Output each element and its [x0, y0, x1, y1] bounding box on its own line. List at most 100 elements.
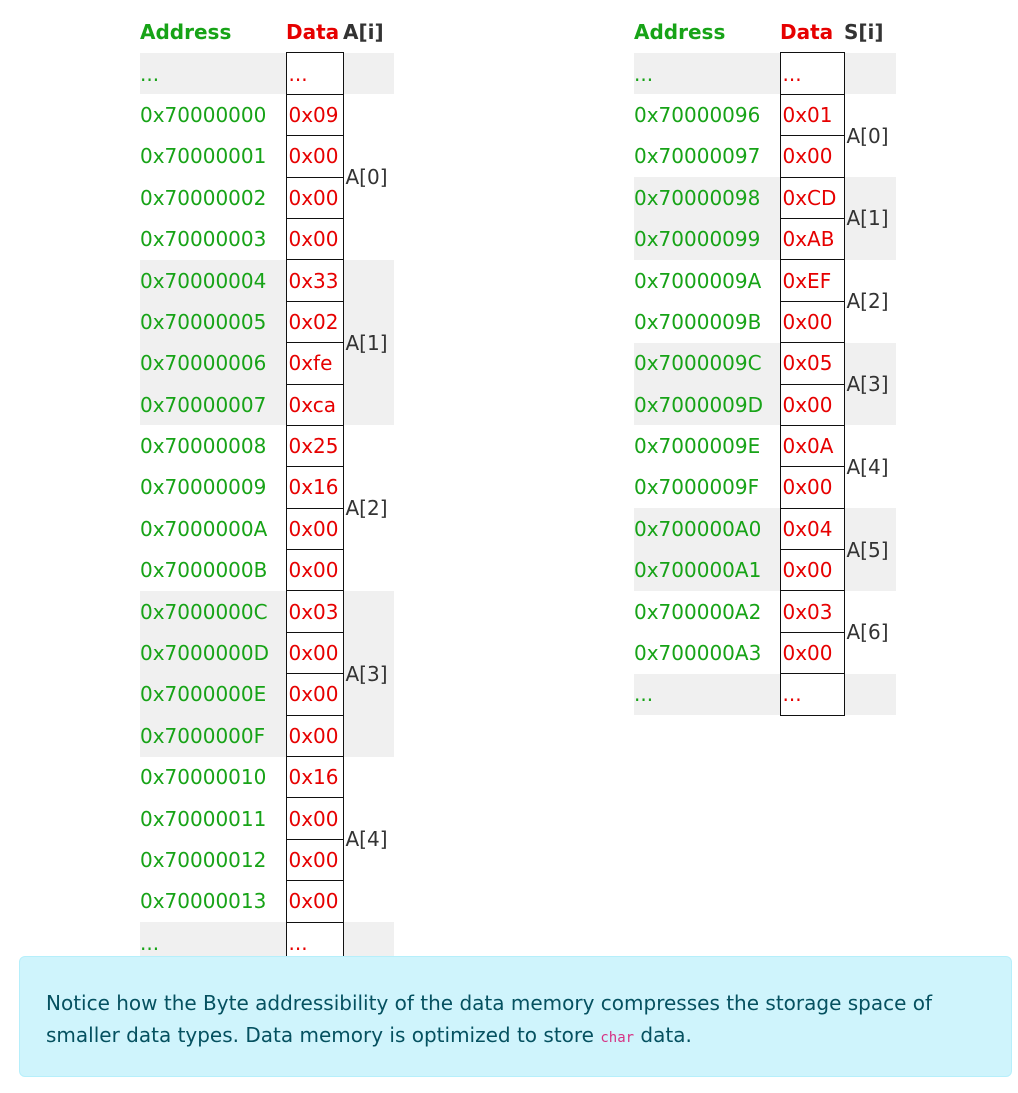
element-label: A[3]	[343, 590, 394, 757]
address-cell: 0x700000A2	[634, 599, 762, 624]
data-cell: 0x00	[779, 300, 845, 344]
inline-code-char: char	[600, 1030, 635, 1046]
table-row: 0x70000002 0x00	[140, 176, 394, 219]
address-cell: 0x70000002	[140, 185, 267, 210]
address-cell: 0x7000009C	[634, 342, 780, 385]
table-row: 0x7000009A 0xEF A[2]	[634, 259, 896, 313]
address-cell: 0x70000008	[140, 434, 267, 459]
address-cell: 0x7000009E	[634, 434, 761, 459]
data-cell: 0x02	[285, 300, 344, 344]
data-cell: 0xEF	[779, 259, 845, 302]
address-cell: ...	[634, 673, 780, 716]
data-cell: 0x00	[779, 466, 845, 509]
data-cell: 0x00	[285, 631, 344, 675]
table-row: 0x70000004 0x33 A[1]	[140, 259, 394, 426]
data-cell: 0x05	[779, 342, 845, 385]
table-header-row: Address Data A[i]	[140, 12, 394, 53]
address-cell: ...	[140, 52, 286, 95]
data-cell: 0x16	[285, 756, 344, 799]
data-cell: 0x16	[285, 466, 344, 509]
info-callout: Notice how the Byte addressibility of th…	[19, 956, 1012, 1077]
element-label: A[4]	[846, 454, 889, 479]
data-cell: 0x00	[285, 797, 344, 840]
element-label: A[5]	[844, 508, 896, 591]
address-cell: 0x70000010	[140, 765, 267, 790]
data-cell: 0xfe	[285, 342, 344, 385]
element-label: A[1]	[343, 259, 394, 426]
address-cell: 0x7000009B	[634, 309, 762, 334]
data-cell: 0x00	[779, 383, 845, 426]
table-row: 0x7000000A 0x00	[140, 507, 394, 551]
table-row: ... ...	[634, 52, 896, 95]
table-row: 0x70000097 0x00	[634, 135, 896, 178]
table-row: 0x70000001 0x00	[140, 135, 394, 178]
table-row: 0x7000009B 0x00	[634, 300, 896, 344]
element-label: A[1]	[844, 177, 896, 260]
address-cell: 0x7000009D	[634, 384, 780, 426]
array-a-memory-table: Address Data A[i] ... ... 0x70000000 0x0…	[140, 12, 394, 964]
table-row: 0x7000009E 0x0A A[4]	[634, 424, 896, 479]
table-row: 0x70000000 0x09 A[0]	[140, 93, 394, 189]
address-cell: 0x70000097	[634, 144, 761, 169]
address-cell: 0x70000011	[140, 806, 267, 831]
index-cell	[844, 673, 896, 716]
table-row: 0x7000000D 0x00	[140, 631, 394, 675]
address-cell: 0x70000013	[140, 889, 267, 914]
data-cell: 0x00	[779, 135, 845, 178]
address-cell: 0x7000000B	[140, 558, 268, 583]
table-row: 0x7000009F 0x00	[634, 466, 896, 509]
address-cell: 0x700000A0	[634, 508, 780, 550]
data-cell: 0x25	[285, 424, 344, 468]
address-cell: 0x70000009	[140, 475, 267, 500]
address-cell: 0x700000A1	[634, 549, 780, 591]
table-row: 0x70000007 0xca	[140, 383, 394, 426]
table-row: 0x700000A2 0x03 A[6]	[634, 590, 896, 644]
address-cell: 0x70000006	[140, 342, 286, 385]
index-column-header: A[i]	[343, 12, 394, 53]
address-cell: 0x7000009A	[634, 268, 762, 293]
data-cell: 0x00	[285, 217, 344, 261]
table-row: 0x70000005 0x02	[140, 300, 394, 344]
table-row: 0x70000013 0x00	[140, 880, 394, 923]
table-row: 0x70000010 0x16 A[4]	[140, 756, 394, 851]
address-cell: 0x7000009F	[634, 475, 760, 500]
address-cell: 0x7000000E	[140, 673, 286, 716]
index-column-header: S[i]	[844, 12, 896, 53]
element-label: A[0]	[345, 165, 388, 190]
data-cell: 0x00	[285, 507, 344, 551]
data-cell: 0x00	[285, 135, 344, 178]
data-cell: ...	[285, 52, 344, 95]
callout-text-start: Notice how the Byte addressibility of th…	[46, 991, 933, 1047]
address-cell: ...	[634, 52, 780, 95]
table-row: 0x70000099 0xAB	[634, 217, 896, 261]
data-cell: 0x33	[285, 259, 344, 302]
address-cell: 0x70000099	[634, 218, 780, 260]
data-cell: 0xca	[285, 383, 344, 426]
data-cell: 0x03	[285, 590, 344, 633]
table-row: 0x70000009 0x16	[140, 466, 394, 509]
table-row: ... ...	[140, 52, 394, 95]
data-cell: 0x00	[285, 838, 344, 882]
data-cell: 0x00	[779, 549, 845, 592]
table-row: 0x70000012 0x00	[140, 838, 394, 882]
element-label: A[2]	[345, 496, 388, 521]
address-cell: 0x70000005	[140, 301, 286, 343]
table-row: ... ...	[634, 673, 896, 716]
index-cell	[844, 52, 896, 95]
address-cell: 0x7000000A	[140, 516, 268, 541]
table-row: 0x7000000C 0x03 A[3]	[140, 590, 394, 757]
data-cell: 0xCD	[779, 176, 845, 219]
table-row: 0x700000A0 0x04 A[5]	[634, 507, 896, 591]
address-cell: 0x70000001	[140, 144, 267, 169]
data-cell: 0x01	[779, 93, 845, 137]
table-row: 0x700000A1 0x00	[634, 549, 896, 592]
data-cell: 0x00	[285, 714, 344, 758]
address-cell: 0x70000007	[140, 384, 286, 426]
data-cell: 0x0A	[779, 424, 845, 468]
element-label: A[3]	[844, 342, 896, 426]
table-row: 0x7000000E 0x00	[140, 673, 394, 716]
table-row: 0x70000003 0x00	[140, 217, 394, 261]
table-row: 0x70000006 0xfe	[140, 342, 394, 385]
address-cell: 0x70000098	[634, 177, 780, 219]
data-cell: 0xAB	[779, 217, 845, 261]
